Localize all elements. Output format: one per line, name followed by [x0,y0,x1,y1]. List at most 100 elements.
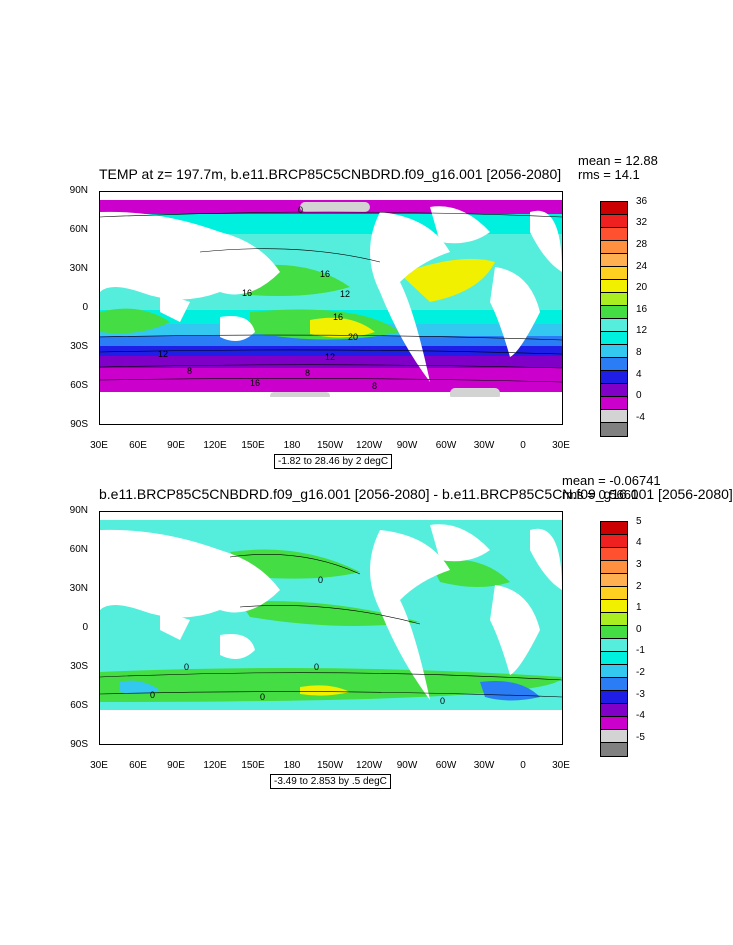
land-mass [490,267,540,357]
land-mass [100,529,280,618]
colorbar-swatch [601,522,627,535]
colorbar-label: 12 [636,325,648,336]
difference-map [100,512,562,744]
land-mass [220,634,255,659]
colorbar-swatch [601,535,627,548]
x-tick-label: 30W [473,440,495,451]
x-tick-label: 150W [316,440,344,451]
colorbar-label: 4 [636,537,642,548]
colorbar-label: 2 [636,581,642,592]
x-tick-label: 180 [283,440,301,451]
colorbar-swatch [601,280,627,293]
difference-map-panel: b.e11.BRCP85C5CNBDRD.f09_g16.001 [2056-2… [0,470,733,790]
y-tick-label: 60N [69,224,88,235]
colorbar-swatch [601,423,627,436]
land-mass [430,524,490,562]
warm-pool [400,258,495,302]
contour-label: 16 [242,288,253,298]
colorbar-swatch [601,600,627,613]
colorbar-swatch [601,384,627,397]
x-tick-label: 90W [396,440,418,451]
warm-anomaly [300,685,350,696]
x-tick-label: 180 [283,760,301,771]
x-tick-label: 0 [520,440,526,451]
x-tick-label: 30E [552,760,570,771]
colorbar-swatch [601,358,627,371]
mean-value: mean = -0.06741 [562,473,661,488]
contour-label: 12 [325,352,336,362]
contour-line [100,364,562,369]
colorbar-swatch [601,730,627,743]
x-tick-label: 60W [435,440,457,451]
contour-label: 8 [372,381,378,391]
colorbar-label: -4 [636,710,645,721]
x-tick-label: 120E [203,440,227,451]
x-tick-label: 120E [203,760,227,771]
colorbar-swatch [601,652,627,665]
contour-line [199,248,381,263]
contour-line [239,605,421,625]
x-tick-label: 30W [473,760,495,771]
contour-label: 0 [260,692,266,702]
colorbar-swatch [601,743,627,756]
colorbar-label: 5 [636,516,642,527]
x-tick-label: 0 [520,760,526,771]
colorbar-swatch [601,345,627,358]
colorbar-swatch [601,626,627,639]
colorbar-swatch [601,587,627,600]
colorbar [600,201,628,437]
contour-label: 16 [333,312,344,322]
colorbar-swatch [601,202,627,215]
colorbar-swatch [601,215,627,228]
colorbar-swatch [601,574,627,587]
colorbar-label: -5 [636,732,645,743]
y-tick-label: 30N [69,583,88,594]
contour-label: 16 [250,378,261,388]
colorbar-swatch [601,548,627,561]
colorbar-label: 24 [636,261,648,272]
x-tick-label: 150E [241,760,265,771]
mean-value: mean = 12.88 [578,153,658,168]
land-mass [160,292,190,322]
colorbar-swatch [601,254,627,267]
contour-line [100,691,562,698]
y-tick-label: 60S [70,700,88,711]
warm-anomaly [240,601,420,626]
panel-title: TEMP at z= 197.7m, b.e11.BRCP85C5CNBDRD.… [99,166,562,182]
x-tick-label: 30E [90,440,108,451]
colorbar-swatch [601,704,627,717]
y-tick-label: 60N [69,544,88,555]
colorbar-label: 1 [636,602,642,613]
colorbar-label: -4 [636,412,645,423]
warm-pool [100,308,170,334]
contour-line [100,334,562,341]
warm-anomaly [230,549,360,579]
contour-label: 0 [314,662,320,672]
range-label: -1.82 to 28.46 by 2 degC [274,454,393,469]
colorbar-label: 20 [636,282,648,293]
x-tick-label: 90E [167,760,185,771]
contour-label: 0 [318,575,324,585]
warm-anomaly [430,559,510,587]
colorbar-label: 3 [636,559,642,570]
temperature-map [100,192,562,424]
colorbar-label: 32 [636,217,648,228]
colorbar-swatch [601,306,627,319]
colorbar [600,521,628,757]
colorbar-swatch [601,613,627,626]
temp-map-panel: TEMP at z= 197.7m, b.e11.BRCP85C5CNBDRD.… [0,150,733,469]
land-mass [530,210,562,272]
map-plot-area: 0 0 0 0 0 0 [99,511,563,745]
map-plot-area: 0 16 16 12 16 20 12 12 8 8 16 8 [99,191,563,425]
x-tick-label: 60W [435,760,457,771]
colorbar-label: 36 [636,196,648,207]
colorbar-label: 8 [636,347,642,358]
colorbar-label: 16 [636,304,648,315]
y-tick-label: 30S [70,341,88,352]
contour-line [100,211,562,218]
land-mass [160,610,190,640]
x-tick-label: 90E [167,440,185,451]
cool-anomaly [120,680,160,695]
ocean-band [100,336,562,346]
land-mass [100,512,562,520]
